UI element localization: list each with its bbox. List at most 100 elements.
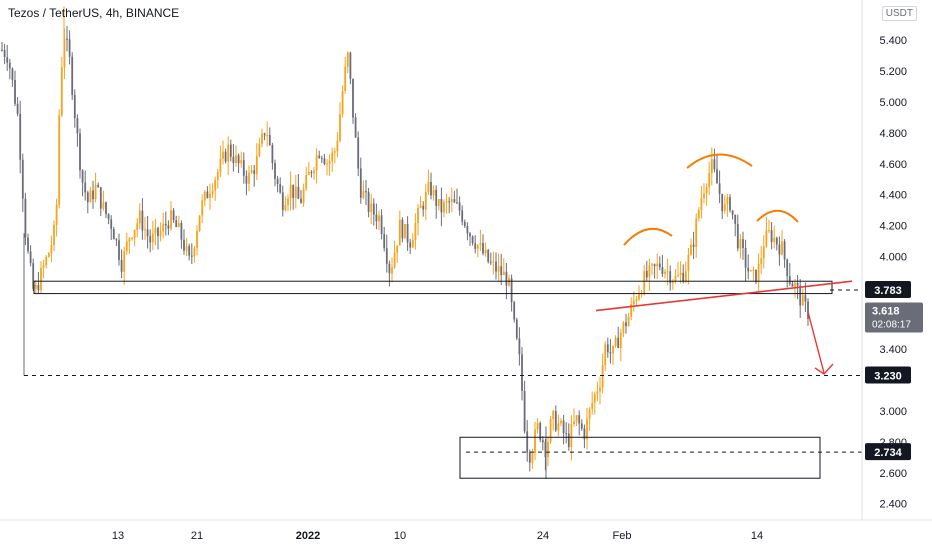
candle-body xyxy=(357,137,360,169)
price-tick-label: 2.600 xyxy=(879,468,907,480)
candle-body xyxy=(430,182,432,196)
candle-body xyxy=(674,276,677,282)
candle-body xyxy=(45,256,48,266)
candle-body xyxy=(284,205,287,211)
candle-body xyxy=(630,304,633,317)
candle-body xyxy=(734,214,737,224)
candle-body xyxy=(799,285,802,306)
candle-body xyxy=(552,411,555,420)
candle-body xyxy=(175,220,178,227)
candle-body xyxy=(466,226,469,234)
candle-body xyxy=(84,182,87,193)
candle-body xyxy=(383,234,386,249)
candle-body xyxy=(339,114,341,141)
candle-body xyxy=(263,133,266,136)
candle-body xyxy=(110,219,113,230)
candle-body xyxy=(300,198,302,203)
candle-body xyxy=(211,190,214,194)
candle-body xyxy=(562,420,565,434)
candle-body xyxy=(214,179,217,191)
candle-body xyxy=(791,283,794,287)
candle-body xyxy=(255,156,258,174)
candle-body xyxy=(66,38,68,40)
candle-body xyxy=(279,184,282,193)
candle-body xyxy=(796,282,799,286)
time-tick-label: 13 xyxy=(112,530,124,542)
candle-body xyxy=(235,155,237,164)
candle-body xyxy=(752,269,755,271)
candle-body xyxy=(250,170,253,173)
currency-unit-badge[interactable]: USDT xyxy=(881,6,917,21)
candle-body xyxy=(1,49,3,51)
candle-body xyxy=(219,158,222,173)
candle-body xyxy=(692,244,695,247)
candle-body xyxy=(536,422,539,430)
level-label-3230-bg xyxy=(865,366,911,384)
candle-body xyxy=(164,223,167,226)
candle-body xyxy=(102,202,105,209)
projection-arrow-line xyxy=(807,311,825,374)
candle-body xyxy=(58,115,61,205)
candle-body xyxy=(336,140,339,152)
candle-body xyxy=(687,254,690,272)
candle-body xyxy=(502,271,505,276)
candle-body xyxy=(29,251,32,264)
candle-body xyxy=(120,259,123,272)
candle-body xyxy=(177,222,180,227)
candle-body xyxy=(700,198,703,211)
candle-body xyxy=(619,332,622,348)
price-tick-label: 4.600 xyxy=(879,159,907,171)
candle-body xyxy=(450,199,453,202)
candle-body xyxy=(227,144,230,162)
candle-body xyxy=(575,415,578,422)
candle-body xyxy=(544,442,547,458)
time-tick-label: 24 xyxy=(537,530,549,542)
candle-body xyxy=(60,67,63,116)
candle-body xyxy=(710,159,713,174)
candle-body xyxy=(24,198,27,238)
candle-body xyxy=(8,62,11,69)
candle-body xyxy=(729,197,731,211)
candle-body xyxy=(406,224,409,243)
level-label-3783-bg xyxy=(865,281,911,299)
candle-body xyxy=(196,230,198,249)
candle-body xyxy=(331,152,334,162)
candle-body xyxy=(736,223,739,249)
candle-body xyxy=(794,282,796,287)
candle-body xyxy=(497,266,500,272)
candle-body xyxy=(370,203,373,212)
price-tick-label: 3.000 xyxy=(879,406,907,418)
candle-body xyxy=(664,271,666,274)
candle-body xyxy=(453,199,456,203)
candle-body xyxy=(328,161,331,164)
candle-body xyxy=(307,171,310,175)
candle-body xyxy=(86,192,89,203)
candle-body xyxy=(341,91,344,115)
price-tick-label: 4.200 xyxy=(879,221,907,233)
candle-body xyxy=(367,192,370,212)
candle-body xyxy=(94,184,97,200)
candle-body xyxy=(222,151,224,159)
candle-body xyxy=(146,229,149,237)
price-tick-label: 4.800 xyxy=(879,128,907,140)
candle-body xyxy=(27,237,29,252)
candle-body xyxy=(229,144,232,157)
candle-body xyxy=(601,365,604,388)
candle-body xyxy=(411,239,414,248)
candle-body xyxy=(656,263,659,267)
candle-body xyxy=(19,113,22,160)
candle-body xyxy=(463,221,466,227)
candle-body xyxy=(99,187,102,209)
candle-body xyxy=(6,57,9,63)
candle-body xyxy=(297,186,300,199)
candle-body xyxy=(718,183,721,194)
level-label-2734-bg xyxy=(865,443,911,461)
candle-body xyxy=(14,79,16,104)
candle-body xyxy=(432,189,435,196)
level-label-3230: 3.230 xyxy=(874,370,902,382)
candle-body xyxy=(271,145,274,163)
candle-body xyxy=(599,387,601,392)
candle-body xyxy=(105,202,107,215)
time-tick-label: Feb xyxy=(613,530,632,542)
candle-body xyxy=(154,227,157,234)
